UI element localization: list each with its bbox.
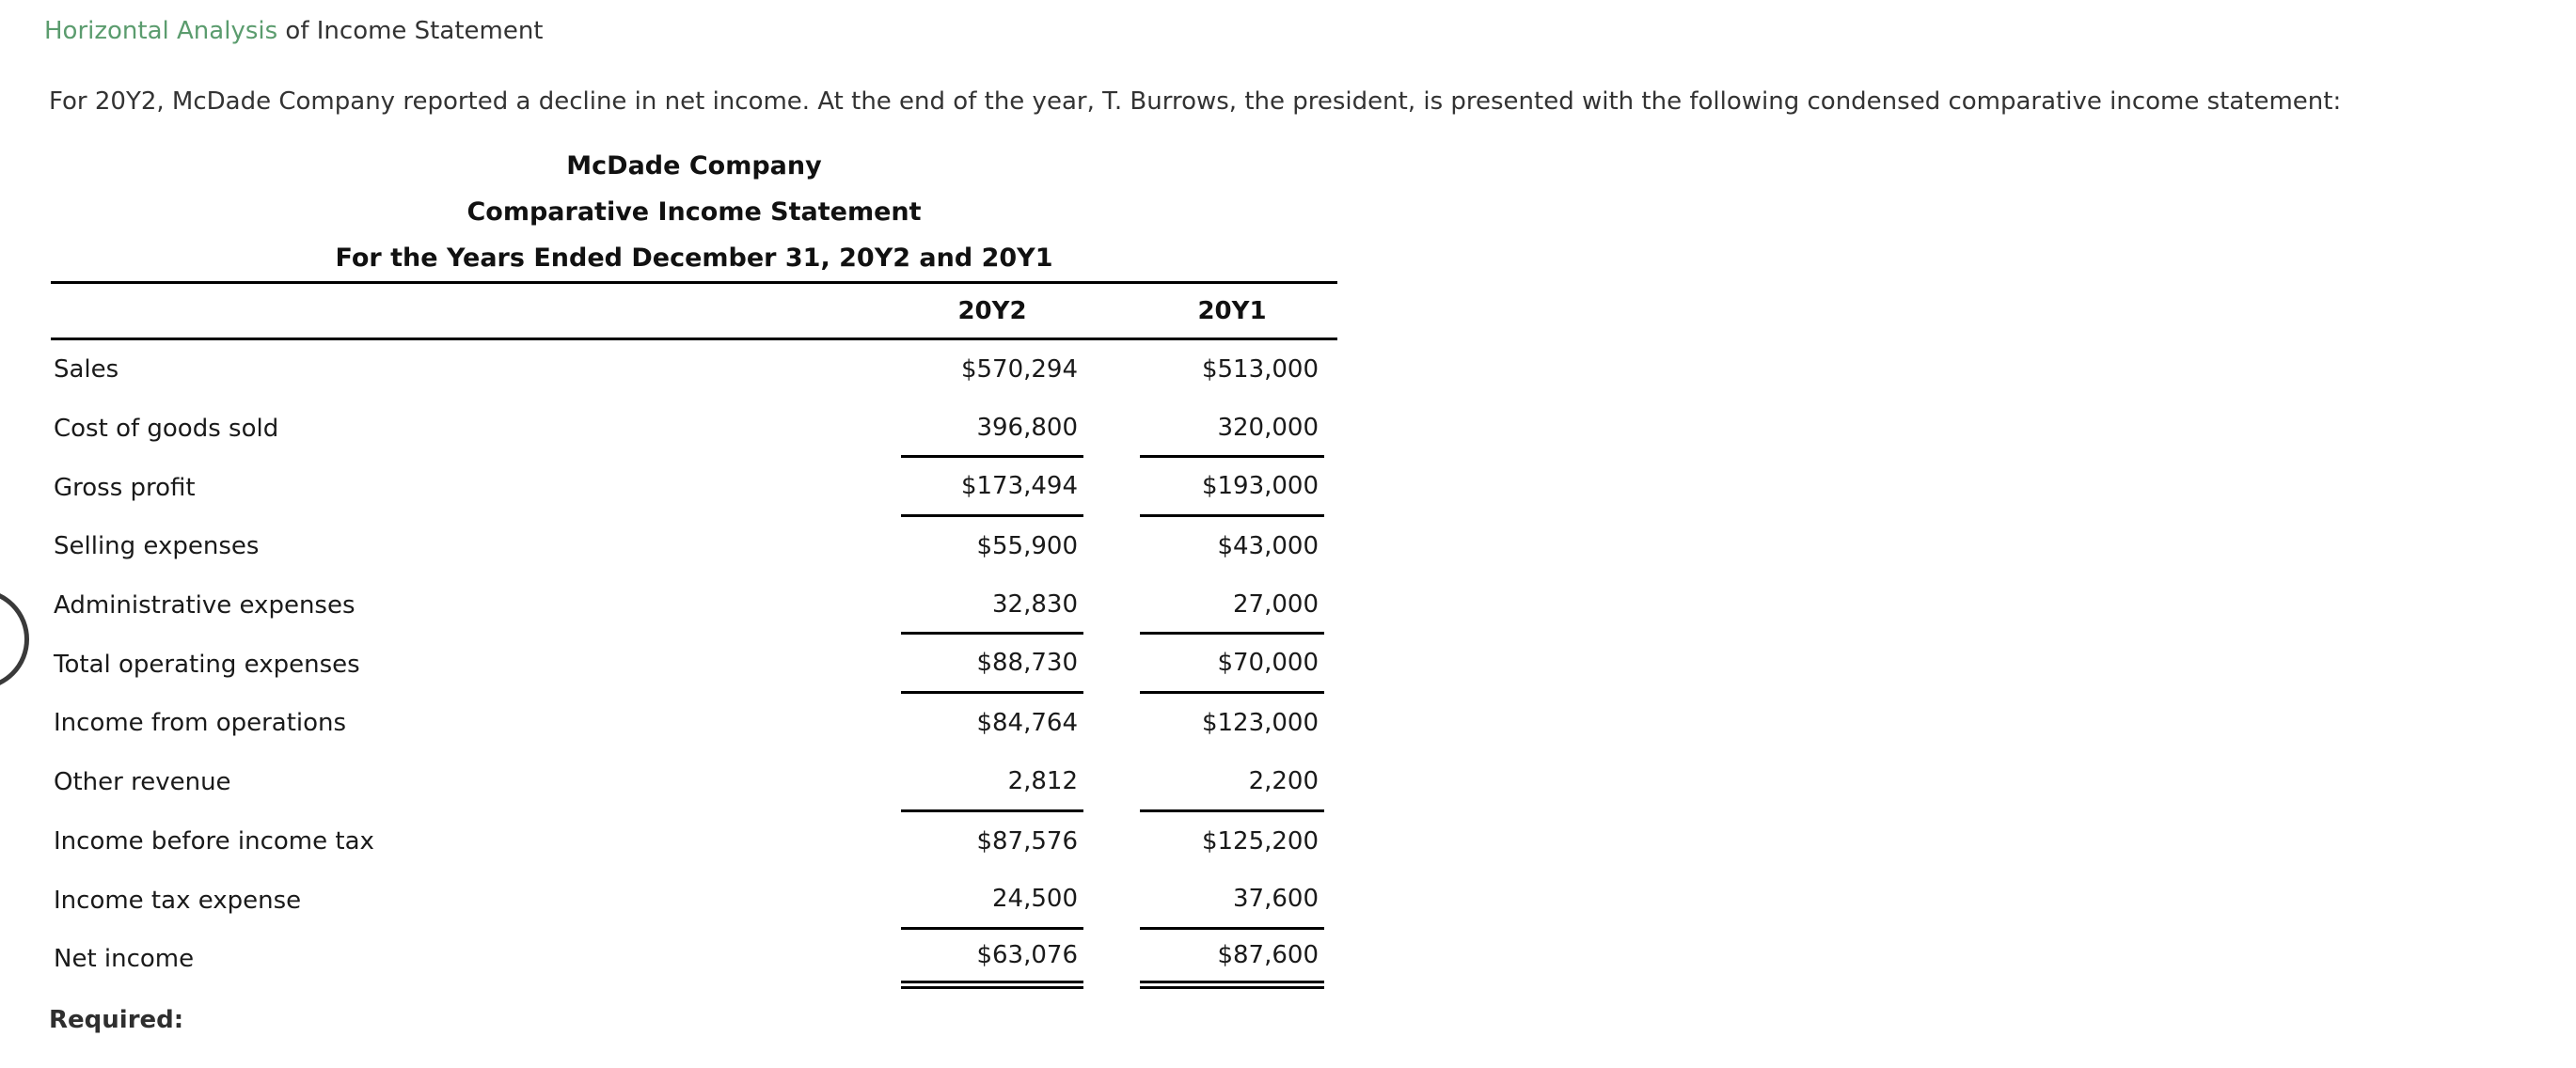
statement-title: Comparative Income Statement	[466, 197, 922, 227]
amount-20y2: $84,764	[976, 709, 1078, 738]
amount-20y1: $87,600	[1140, 930, 1324, 989]
row-label: Other revenue	[54, 768, 231, 797]
partial-circle-artifact	[0, 589, 29, 690]
table-body: Sales $570,294 $513,000 Cost of goods so…	[51, 340, 1337, 989]
page-title-rest: of Income Statement	[277, 17, 544, 45]
table-row: Other revenue 2,812 2,200	[51, 753, 1337, 812]
table-row: Gross profit $173,494 $193,000	[51, 458, 1337, 518]
amount-20y2: $88,730	[901, 635, 1083, 695]
amount-20y2: 24,500	[901, 871, 1083, 930]
amount-20y1: 320,000	[1140, 400, 1324, 459]
amount-20y1: $193,000	[1140, 458, 1324, 518]
amount-20y1: 37,600	[1140, 871, 1324, 930]
horizontal-analysis-link[interactable]: Horizontal Analysis	[44, 17, 278, 45]
required-label: Required:	[49, 1006, 184, 1034]
intro-paragraph: For 20Y2, McDade Company reported a decl…	[49, 87, 2342, 116]
amount-20y1: 2,200	[1140, 753, 1324, 812]
amount-20y2: $173,494	[901, 458, 1083, 518]
table-row: Income tax expense 24,500 37,600	[51, 871, 1337, 930]
row-label: Income tax expense	[54, 886, 302, 915]
page-title: Horizontal Analysis of Income Statement	[44, 16, 544, 46]
amount-20y1: 27,000	[1140, 576, 1324, 636]
amount-20y1: $43,000	[1217, 532, 1319, 561]
amount-20y2: 2,812	[901, 753, 1083, 812]
table-row: Sales $570,294 $513,000	[51, 340, 1337, 400]
row-label: Net income	[54, 945, 195, 974]
row-label: Selling expenses	[54, 532, 260, 561]
column-header-20y1: 20Y1	[1197, 296, 1267, 325]
amount-20y1: $123,000	[1201, 709, 1319, 738]
table-row: Cost of goods sold 396,800 320,000	[51, 400, 1337, 459]
table-row: Income before income tax $87,576 $125,20…	[51, 812, 1337, 872]
row-label: Sales	[54, 355, 119, 385]
amount-20y2: $63,076	[901, 930, 1083, 989]
comparative-income-statement: McDade Company Comparative Income Statem…	[51, 143, 1337, 989]
table-row: Selling expenses $55,900 $43,000	[51, 517, 1337, 576]
statement-titles: McDade Company Comparative Income Statem…	[51, 143, 1337, 281]
row-label: Cost of goods sold	[54, 415, 279, 444]
amount-20y1: $125,200	[1201, 826, 1319, 856]
amount-20y1: $513,000	[1201, 355, 1319, 385]
amount-20y2: 32,830	[901, 576, 1083, 636]
statement-period: For the Years Ended December 31, 20Y2 an…	[335, 243, 1053, 273]
row-label: Administrative expenses	[54, 591, 356, 620]
column-header-20y2: 20Y2	[957, 296, 1027, 325]
amount-20y2: $55,900	[976, 532, 1078, 561]
amount-20y2: $87,576	[976, 826, 1078, 856]
amount-20y1: $70,000	[1140, 635, 1324, 695]
table-row: Total operating expenses $88,730 $70,000	[51, 635, 1337, 695]
company-name: McDade Company	[566, 151, 822, 181]
amount-20y2: 396,800	[901, 400, 1083, 459]
table-row: Administrative expenses 32,830 27,000	[51, 576, 1337, 636]
amount-20y2: $570,294	[960, 355, 1078, 385]
row-label: Total operating expenses	[54, 650, 360, 679]
row-label: Gross profit	[54, 473, 196, 502]
row-label: Income before income tax	[54, 826, 374, 856]
row-label: Income from operations	[54, 709, 347, 738]
table-header-row: 20Y2 20Y1	[51, 281, 1337, 340]
table-row: Net income $63,076 $87,600	[51, 930, 1337, 989]
table-row: Income from operations $84,764 $123,000	[51, 694, 1337, 753]
